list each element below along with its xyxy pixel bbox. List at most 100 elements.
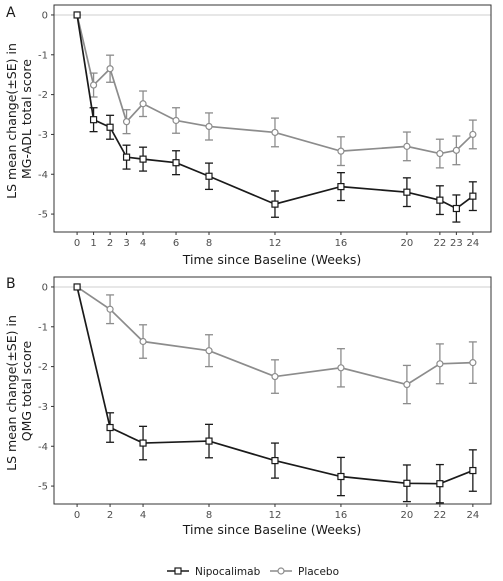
panel-a-y-tick-label: -4 bbox=[38, 170, 48, 181]
panel-b-y-axis-title-line-2: QMG total score bbox=[19, 340, 34, 441]
panel-b-placebo-point bbox=[436, 360, 444, 368]
legend-marker-nipocalimab bbox=[174, 567, 182, 575]
panel-b-y-axis-title: LS mean change(±SE) in QMG total score bbox=[4, 311, 34, 471]
panel-a: A 0-1-2-3-4-5 0 1 2 3 4 6 8 12 16 20 22 23 24 Time s… bbox=[4, 4, 492, 267]
panel-a-placebo-point bbox=[337, 147, 345, 155]
panel-a-placebo-point bbox=[205, 122, 213, 131]
panel-b-x-tick-label: 2 bbox=[107, 510, 113, 521]
panel-b-series-layer bbox=[73, 283, 477, 504]
panel-a-x-tick-label: 12 bbox=[269, 238, 282, 249]
legend-marker-placebo bbox=[277, 567, 285, 575]
panel-b-y-tick-label: -3 bbox=[38, 402, 48, 413]
panel-a-frame bbox=[53, 4, 492, 233]
panel-a-placebo-point bbox=[271, 128, 279, 137]
panel-a-x-tick-label: 3 bbox=[123, 238, 129, 249]
legend-item-nipocalimab: Nipocalimab bbox=[167, 566, 261, 578]
panel-a-nipocalimab-point bbox=[122, 153, 131, 161]
panel-a-nipocalimab-point bbox=[205, 172, 213, 180]
panel-a-x-tick-label: 6 bbox=[173, 238, 179, 249]
panel-b-placebo-point bbox=[139, 337, 147, 346]
panel-a-placebo-point bbox=[89, 81, 98, 89]
panel-b-placebo-point bbox=[205, 347, 213, 355]
panel-b-y-tick-label: -1 bbox=[38, 322, 48, 333]
panel-a-x-axis-title: Time since Baseline (Weeks) bbox=[182, 252, 362, 267]
panel-b-nipocalimab-point bbox=[205, 437, 213, 445]
panel-b-nipocalimab-point bbox=[337, 472, 345, 481]
panel-a-y-axis-title: LS mean change(±SE) in MG-ADL total scor… bbox=[4, 39, 34, 199]
panel-a-y-tick-label: -2 bbox=[38, 90, 48, 101]
panel-a-nipocalimab-point bbox=[172, 159, 180, 167]
panel-b-nipocalimab-point bbox=[73, 283, 81, 291]
panel-b-x-axis-title: Time since Baseline (Weeks) bbox=[182, 522, 362, 537]
panel-b-y-tick-label: 0 bbox=[42, 282, 48, 293]
panel-a-nipocalimab-point bbox=[469, 192, 477, 200]
panel-b-frame bbox=[53, 276, 492, 505]
panel-b-y-tick-label: -2 bbox=[38, 362, 48, 373]
panel-a-tag: A bbox=[6, 5, 16, 21]
panel-b-placebo-point bbox=[106, 305, 114, 313]
panel-a-x-tick-label: 8 bbox=[206, 238, 212, 249]
panel-b-x-tick-label: 24 bbox=[466, 510, 479, 521]
panel-b-nipocalimab-point bbox=[271, 456, 279, 465]
panel-a-x-tick-label: 1 bbox=[90, 238, 96, 249]
panel-b-nipocalimab-point bbox=[139, 439, 147, 447]
panel-b-nipocalimab-point bbox=[436, 480, 444, 488]
panel-a-y-tick-label: 0 bbox=[42, 10, 48, 21]
panel-a-nipocalimab-point bbox=[403, 188, 411, 196]
panel-a-x-tick-label: 2 bbox=[107, 238, 113, 249]
legend-label-placebo: Placebo bbox=[298, 566, 339, 578]
panel-a-x-tick-label: 20 bbox=[401, 238, 414, 249]
panel-a-y-tick-label: -3 bbox=[38, 130, 48, 141]
panel-a-y-axis: 0 -1 -2 -3 -4 -5 bbox=[38, 10, 54, 221]
panel-b-y-axis: 0 -1 -2 -3 -4 -5 bbox=[38, 282, 54, 493]
panel-a-placebo-point bbox=[172, 116, 180, 125]
panel-a-x-tick-label: 0 bbox=[74, 238, 80, 249]
panel-a-nipocalimab-point bbox=[452, 204, 460, 213]
panel-b-placebo-point bbox=[271, 372, 279, 381]
panel-a-nipocalimab-point bbox=[271, 200, 279, 208]
panel-b-x-axis: 0 2 4 8 12 16 20 22 24 bbox=[74, 504, 479, 521]
panel-b-tag: B bbox=[6, 276, 16, 292]
panel-b-x-tick-label: 22 bbox=[434, 510, 447, 521]
panel-a-nipocalimab-point bbox=[436, 196, 444, 204]
panel-a-y-axis-title-line-1: LS mean change(±SE) in bbox=[4, 43, 19, 199]
panel-a-placebo-point bbox=[452, 146, 460, 154]
panel-b-nipocalimab-point bbox=[469, 466, 477, 475]
panel-a-nipocalimab-point bbox=[106, 123, 114, 131]
panel-a-placebo-point bbox=[436, 149, 444, 158]
panel-a-y-tick-label: -1 bbox=[38, 50, 48, 61]
panel-b-placebo-point bbox=[403, 380, 411, 389]
panel-a-series-layer bbox=[73, 11, 477, 223]
panel-a-x-tick-label: 4 bbox=[140, 238, 146, 249]
panel-a-x-axis: 0 1 2 3 4 6 8 12 16 20 22 23 24 bbox=[74, 232, 479, 249]
panel-a-placebo-point bbox=[469, 130, 477, 139]
legend-label-nipocalimab: Nipocalimab bbox=[195, 566, 261, 578]
panel-b-x-tick-label: 0 bbox=[74, 510, 80, 521]
panel-b-placebo-point bbox=[469, 359, 477, 367]
panel-b-y-axis-title-line-1: LS mean change(±SE) in bbox=[4, 315, 19, 471]
panel-a-placebo-point bbox=[403, 142, 411, 150]
panel-b-x-tick-label: 4 bbox=[140, 510, 146, 521]
panel-a-nipocalimab-point bbox=[139, 155, 147, 163]
panel-a-nipocalimab-point bbox=[337, 183, 345, 191]
legend: Nipocalimab Placebo bbox=[167, 566, 339, 578]
panel-a-x-tick-label: 23 bbox=[450, 238, 463, 249]
panel-b-y-tick-label: -4 bbox=[38, 442, 48, 453]
panel-a-y-axis-title-line-2: MG-ADL total score bbox=[19, 59, 34, 179]
legend-item-placebo: Placebo bbox=[270, 566, 339, 578]
panel-b-x-tick-label: 16 bbox=[335, 510, 348, 521]
panel-a-nipocalimab-point bbox=[73, 11, 81, 19]
panel-b: B 0-1-2-3-4-5 0 2 4 8 12 16 20 22 24 Time since … bbox=[4, 276, 492, 537]
panel-b-placebo-point bbox=[337, 364, 345, 372]
panel-b-x-tick-label: 20 bbox=[401, 510, 414, 521]
panel-a-x-tick-label: 16 bbox=[335, 238, 348, 249]
panel-a-x-tick-label: 22 bbox=[434, 238, 447, 249]
panel-a-placebo-point bbox=[106, 65, 114, 73]
panel-b-x-tick-label: 8 bbox=[206, 510, 212, 521]
panel-a-placebo-point bbox=[122, 118, 131, 126]
panel-b-x-tick-label: 12 bbox=[269, 510, 282, 521]
panel-b-nipocalimab-point bbox=[106, 423, 114, 432]
panel-a-y-tick-label: -5 bbox=[38, 210, 48, 221]
panel-a-placebo-point bbox=[139, 100, 147, 108]
